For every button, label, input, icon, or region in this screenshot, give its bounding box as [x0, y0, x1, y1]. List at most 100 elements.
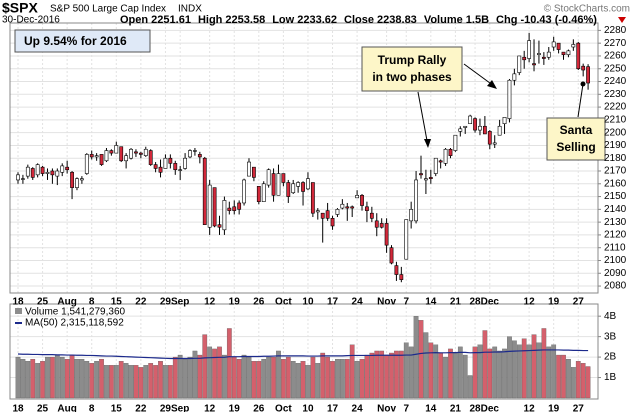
candle-body [428, 177, 433, 179]
x-tick-label: 8 [89, 297, 95, 308]
candle-body [556, 42, 561, 50]
candle-body [129, 148, 133, 159]
volume-bar [305, 365, 311, 399]
annotation-box [361, 46, 463, 92]
candle-body [512, 73, 517, 81]
candle-body [320, 212, 325, 219]
y-tick-label: 3B [604, 331, 617, 342]
candle-body [507, 79, 512, 119]
candle-body [207, 184, 212, 228]
candle-body [153, 164, 158, 169]
candle-body [492, 142, 497, 145]
x-tick-label: 14 [425, 404, 437, 412]
x-tick-label: 29 [160, 404, 172, 412]
x-tick-label: 12 [524, 297, 536, 308]
x-tick-label: 22 [135, 297, 147, 308]
volume-bar [236, 358, 242, 399]
volume-bar [148, 363, 154, 399]
volume-bar [462, 354, 468, 399]
candle-body [173, 163, 178, 171]
x-tick-label: 18 [12, 404, 24, 412]
volume-bar [197, 354, 203, 399]
x-tick-label: 25 [37, 297, 49, 308]
x-tick-label: 19 [229, 404, 241, 412]
volume-bar [536, 342, 542, 399]
candle-body [586, 66, 590, 84]
volume-bar [521, 338, 527, 399]
candle-body [197, 154, 202, 158]
annotation: in two phases [372, 70, 452, 84]
volume-bar [138, 367, 144, 399]
x-tick-label: 12 [524, 404, 536, 412]
volume-bar [118, 361, 124, 399]
candle-body [463, 125, 468, 128]
candle-body [576, 42, 581, 70]
volume-bar [271, 356, 276, 399]
candle-body [350, 206, 355, 209]
volume-bar [158, 361, 163, 399]
candle-body [271, 173, 276, 196]
volume-bar [531, 334, 537, 399]
candle-body [517, 55, 522, 73]
candle-body [379, 223, 384, 228]
volume-bar [492, 346, 498, 399]
volume-bar [423, 332, 429, 399]
volume-bar [128, 365, 134, 399]
x-tick-label: 19 [229, 297, 241, 308]
volume-bar [182, 358, 188, 399]
volume-bar [546, 346, 552, 399]
volume-bar [325, 356, 330, 399]
annotation: Selling [556, 140, 595, 154]
date: 30-Dec-2016 [2, 15, 60, 26]
volume-bar [580, 363, 586, 399]
candle-body [75, 178, 79, 188]
candle-body [281, 173, 286, 183]
volume-bar [556, 354, 561, 399]
x-tick-label: 15 [111, 297, 123, 308]
volume-bar [482, 330, 488, 399]
candle-body [99, 154, 104, 165]
volume-bar [222, 354, 227, 399]
annotation-box [546, 117, 606, 161]
x-tick-label: Nov [377, 404, 396, 412]
candle-body [55, 170, 60, 177]
candle-body [330, 218, 335, 227]
volume-bar [295, 363, 301, 399]
x-tick-label: 8 [89, 404, 95, 412]
candle-body [325, 210, 330, 219]
candle-body [138, 152, 143, 155]
x-tick-label: 19 [548, 404, 560, 412]
volume-bar [566, 358, 571, 399]
candle-body [212, 187, 217, 227]
x-tick-label: 26 [253, 404, 265, 412]
volume-bar [167, 365, 173, 399]
candle-body [148, 150, 153, 165]
candle-body [443, 148, 448, 164]
y-tick-label: 4B [604, 311, 617, 322]
volume-bar [403, 342, 409, 399]
annotation: Trump Rally [378, 53, 447, 67]
candle-body [193, 150, 197, 152]
volume-bar [172, 356, 178, 399]
candle-body [247, 161, 251, 177]
volume-bar [143, 365, 149, 399]
candle-body [424, 178, 428, 181]
volume-bar [241, 354, 247, 399]
volume-bar [561, 354, 566, 399]
volume-bar [251, 361, 257, 399]
candle-body [414, 179, 418, 222]
candle-body [188, 150, 192, 158]
candle-body [70, 171, 74, 188]
volume-bar [54, 354, 60, 399]
y-tick-label: 2270 [604, 38, 627, 49]
volume-bar [364, 354, 370, 399]
volume-bar [320, 352, 326, 399]
volume-bar [94, 361, 99, 399]
volume-bar [261, 358, 267, 399]
arrow [463, 63, 495, 87]
candle-body [232, 206, 237, 211]
candle-body [21, 178, 25, 180]
volume-bar [502, 348, 507, 399]
volume-bar [285, 356, 291, 399]
volume-bar [45, 356, 50, 399]
